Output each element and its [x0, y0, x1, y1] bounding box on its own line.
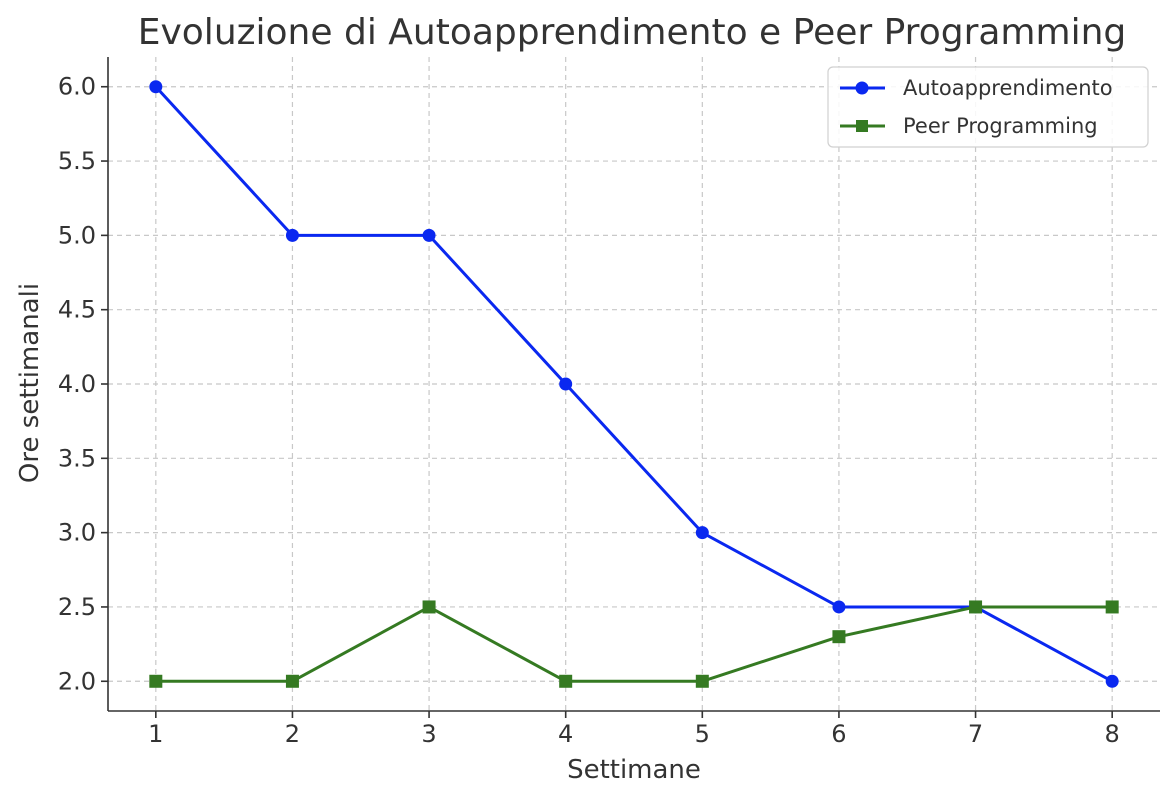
x-tick-label: 1: [148, 720, 163, 748]
legend-marker: [856, 120, 868, 132]
x-tick-label: 5: [695, 720, 710, 748]
x-tick-label: 2: [285, 720, 300, 748]
data-point: [422, 600, 436, 614]
y-tick-label: 4.0: [58, 370, 96, 398]
y-tick-label: 2.5: [58, 593, 96, 621]
data-point: [832, 600, 846, 614]
legend-item-autoapprendimento: Autoapprendimento: [840, 76, 1113, 100]
x-tick-label: 6: [831, 720, 846, 748]
x-tick-label: 3: [421, 720, 436, 748]
legend-box: [827, 66, 1149, 148]
legend-label: Autoapprendimento: [903, 76, 1113, 100]
y-tick-label: 5.5: [58, 147, 96, 175]
y-tick-label: 4.5: [58, 296, 96, 324]
data-point: [559, 674, 573, 688]
y-tick-label: 3.0: [58, 519, 96, 547]
ticks: 1 2 3 4 5 6 7 8 2.0 2.5 3.0 3.5 4.0 4.5 5.0 5.5 6.0: [58, 73, 1120, 748]
x-tick-label: 8: [1105, 720, 1120, 748]
grid: [108, 57, 1160, 711]
x-tick-label: 4: [558, 720, 573, 748]
legend: Autoapprendimento Peer Programming: [827, 66, 1149, 148]
data-point: [1105, 600, 1119, 614]
x-axis-label: Settimane: [567, 755, 701, 785]
legend-label: Peer Programming: [903, 114, 1098, 138]
y-tick-label: 2.0: [58, 667, 96, 695]
series-layer: [149, 80, 1119, 688]
y-tick-label: 6.0: [58, 73, 96, 101]
data-point: [285, 674, 299, 688]
legend-marker: [855, 81, 869, 95]
data-point: [285, 228, 299, 242]
y-tick-label: 5.0: [58, 221, 96, 249]
data-point: [149, 674, 163, 688]
x-tick-label: 7: [968, 720, 983, 748]
legend-item-peer-programming: Peer Programming: [840, 114, 1098, 138]
y-tick-label: 3.5: [58, 444, 96, 472]
chart-title: Evoluzione di Autoapprendimento e Peer P…: [138, 12, 1127, 53]
data-point: [1105, 674, 1119, 688]
data-point: [149, 80, 163, 94]
data-point: [422, 228, 436, 242]
data-point: [695, 674, 709, 688]
series-peer-programming: [149, 600, 1119, 688]
data-point: [969, 600, 983, 614]
series-line-peer-programming: [154, 605, 1114, 683]
data-point: [695, 526, 709, 540]
data-point: [559, 377, 573, 391]
y-axis-label: Ore settimanali: [15, 283, 45, 483]
data-point: [832, 630, 846, 644]
series-line-autoapprendimento: [154, 85, 1114, 683]
